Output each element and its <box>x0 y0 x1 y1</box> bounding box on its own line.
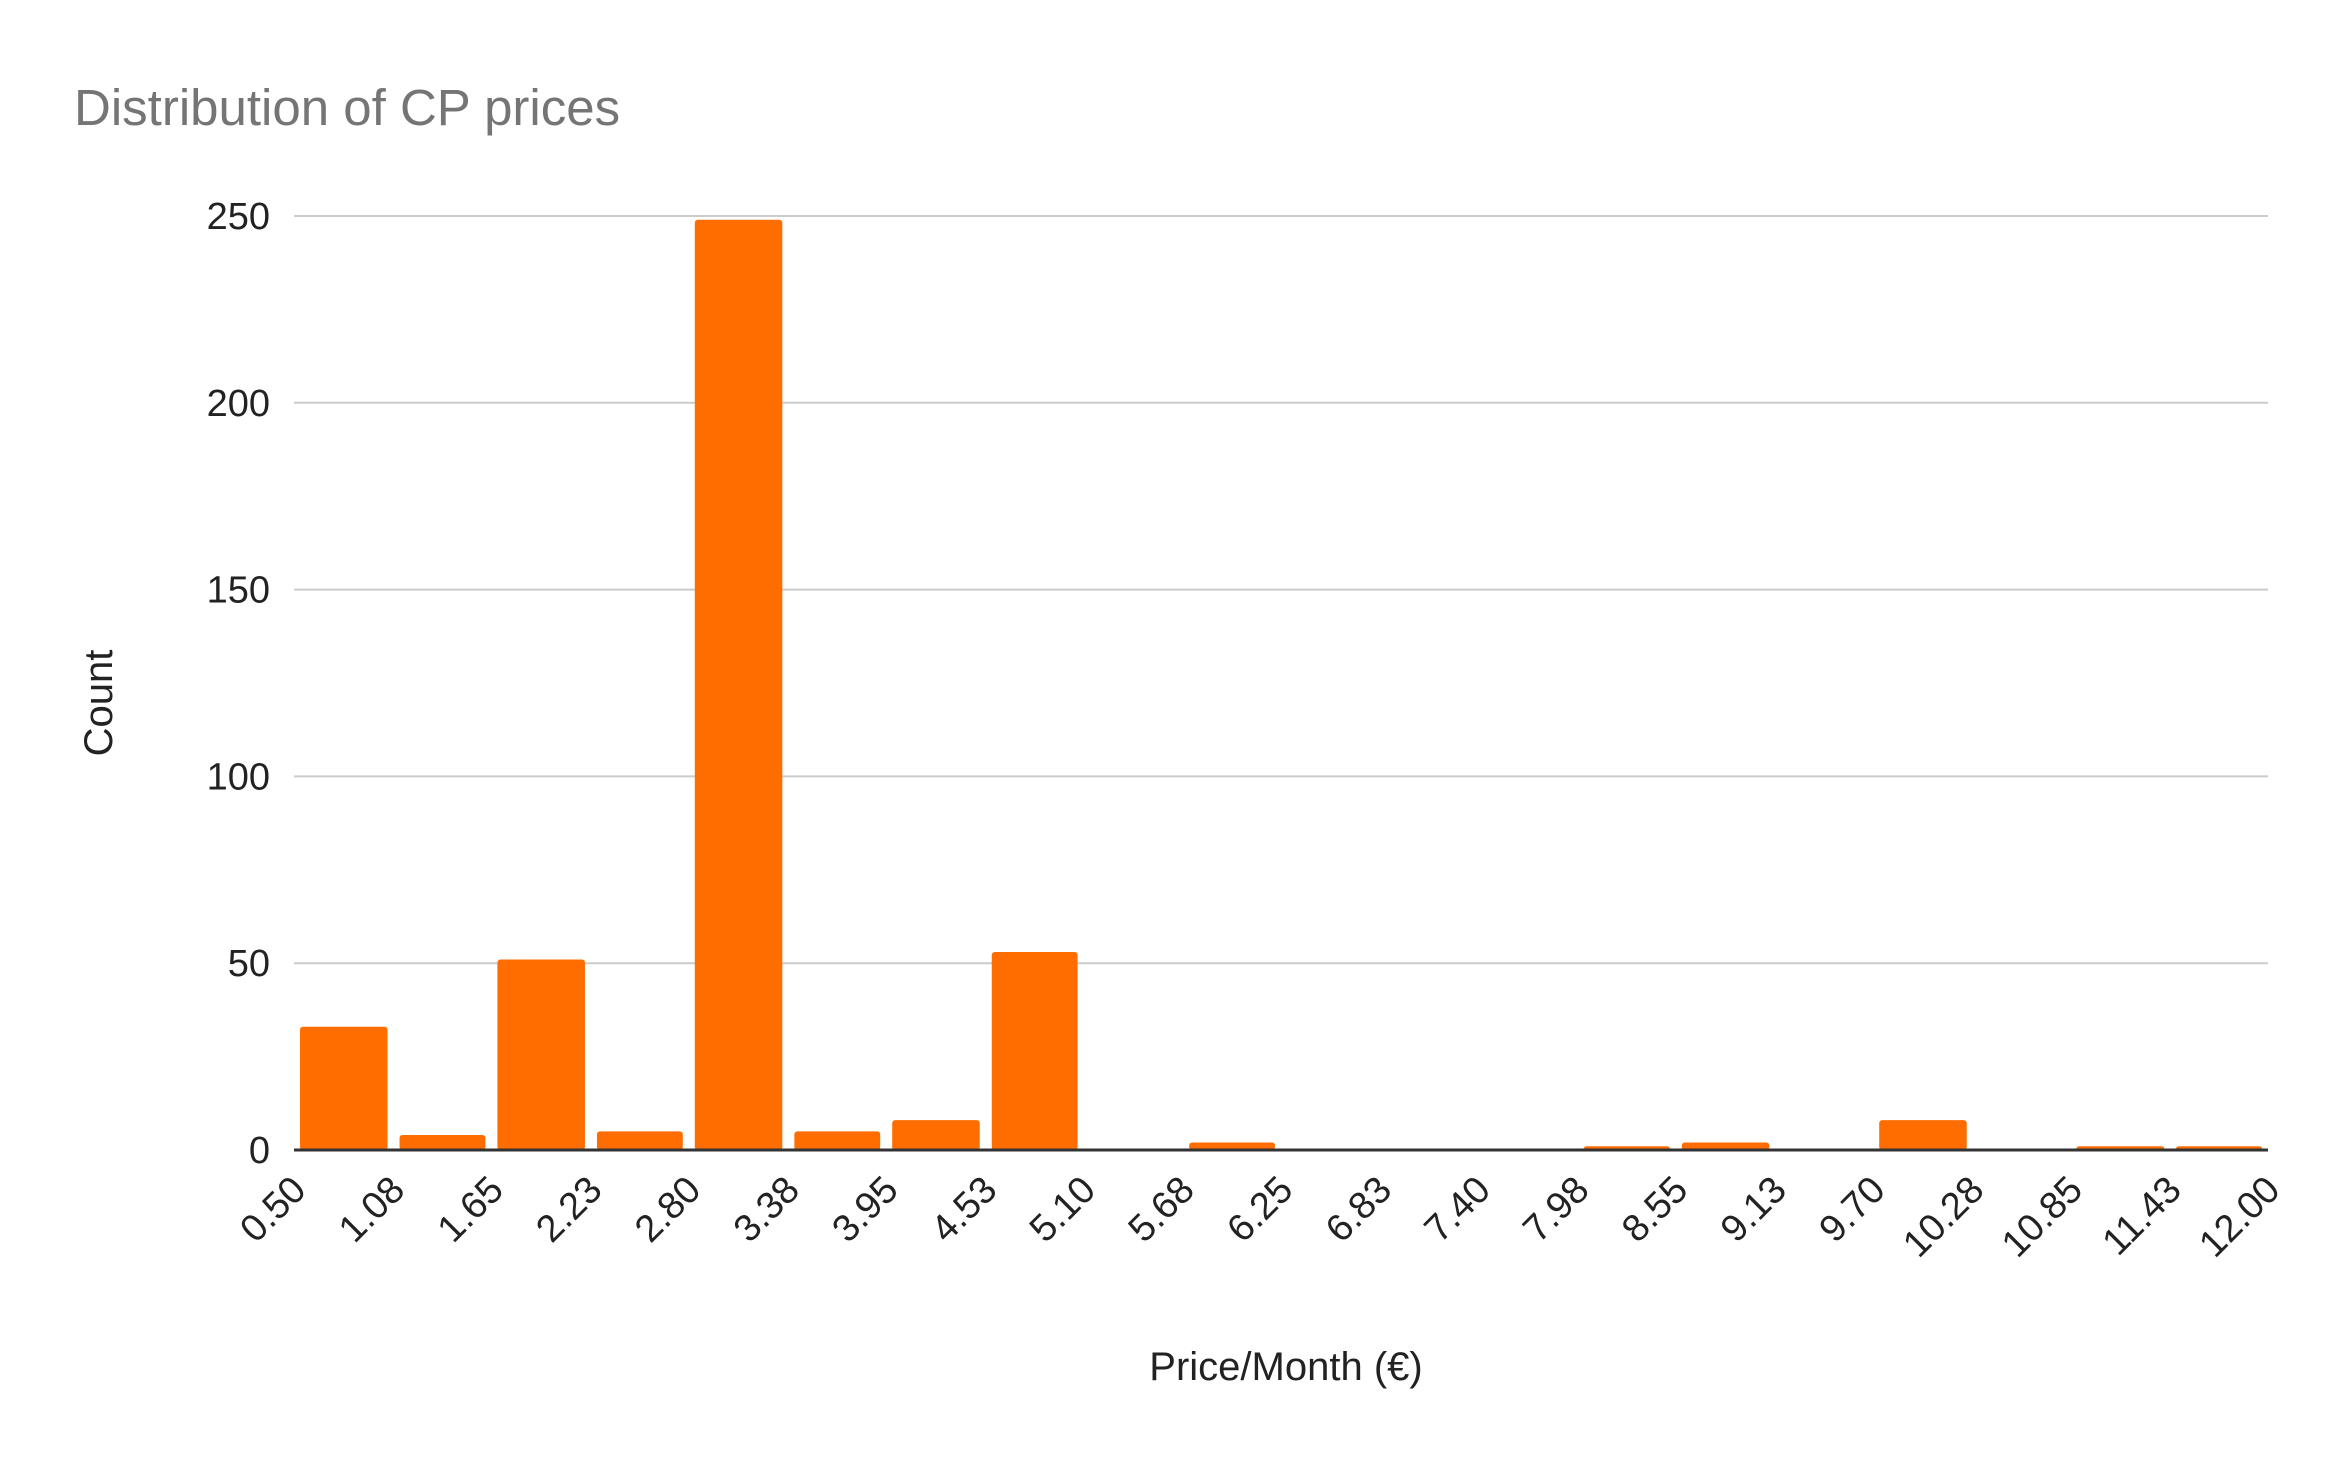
x-tick-label: 7.98 <box>1515 1169 1597 1251</box>
y-tick-label: 200 <box>207 383 270 425</box>
x-tick-label: 10.85 <box>1994 1169 2091 1266</box>
histogram-bar <box>694 219 783 1151</box>
histogram-bar <box>991 951 1078 1150</box>
y-tick-label: 100 <box>207 756 270 798</box>
x-tick-label: 8.55 <box>1614 1169 1696 1251</box>
x-tick-label: 10.28 <box>1895 1169 1992 1266</box>
y-tick-label: 150 <box>207 570 270 612</box>
x-tick-label: 5.68 <box>1121 1169 1203 1251</box>
x-tick-label: 11.43 <box>2095 1169 2190 1264</box>
histogram-bar <box>596 1131 683 1150</box>
x-tick-label: 5.10 <box>1022 1169 1104 1251</box>
bars <box>300 219 2262 1151</box>
x-tick-label: 6.25 <box>1219 1169 1301 1251</box>
histogram-bar <box>399 1135 486 1150</box>
histogram-bar <box>497 959 585 1150</box>
x-axis-ticks: 0.50 1.08 1.65 2.23 2.80 3.38 3.95 4.53 5.10 5.68… <box>232 1169 2288 1266</box>
histogram-bar <box>1681 1142 1770 1150</box>
x-tick-label: 3.95 <box>825 1169 907 1251</box>
chart-title: Distribution of CP prices <box>74 79 620 136</box>
y-tick-label: 0 <box>249 1130 270 1172</box>
histogram-bar <box>1189 1142 1275 1150</box>
x-tick-label: 12.00 <box>2191 1169 2288 1266</box>
histogram-bar <box>794 1131 881 1150</box>
y-tick-label: 250 <box>207 196 270 238</box>
x-tick-label: 4.53 <box>923 1169 1005 1251</box>
x-tick-label: 1.65 <box>430 1169 512 1251</box>
histogram-bar <box>300 1026 388 1150</box>
x-tick-label: 6.83 <box>1318 1169 1400 1251</box>
histogram-bar <box>1879 1120 1967 1150</box>
gridlines <box>294 215 2268 965</box>
x-axis-label: Price/Month (€) <box>1149 1345 1422 1389</box>
histogram-bar <box>892 1120 980 1150</box>
x-tick-label: 9.70 <box>1812 1169 1894 1251</box>
y-tick-label: 50 <box>228 943 270 985</box>
x-tick-label: 0.50 <box>232 1169 314 1251</box>
x-tick-label: 7.40 <box>1417 1169 1499 1251</box>
x-tick-label: 1.08 <box>331 1169 413 1251</box>
x-tick-label: 3.38 <box>726 1169 808 1251</box>
x-tick-label: 9.13 <box>1713 1169 1795 1251</box>
y-axis-ticks: 0 50 100 150 200 250 <box>207 196 270 1172</box>
x-tick-label: 2.23 <box>528 1169 610 1251</box>
y-axis-label: Count <box>77 650 121 757</box>
x-tick-label: 2.80 <box>627 1169 709 1251</box>
